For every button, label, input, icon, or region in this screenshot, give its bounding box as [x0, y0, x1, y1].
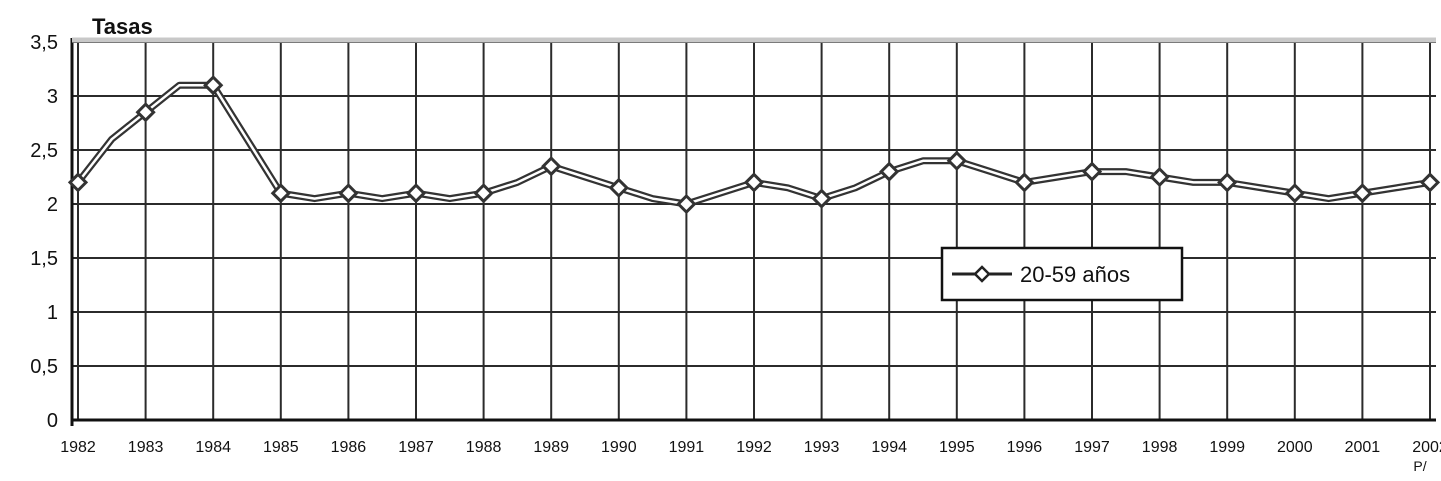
x-tick-label: 1992 — [736, 439, 772, 456]
x-tick-label: 1999 — [1209, 439, 1245, 456]
y-axis-title: Tasas — [92, 14, 153, 39]
data-point — [135, 102, 156, 123]
x-tick-label: 1997 — [1074, 439, 1110, 456]
data-point — [676, 193, 697, 215]
data-point — [473, 183, 494, 204]
data-point — [946, 150, 967, 171]
data-point — [811, 188, 832, 209]
grid — [72, 41, 1436, 421]
data-point — [270, 183, 291, 204]
data-point — [203, 75, 224, 96]
x-tick-label: 1987 — [398, 439, 434, 456]
x-tick-label: 1983 — [128, 439, 164, 456]
data-point — [1081, 161, 1103, 182]
x-tick-label: 1996 — [1007, 439, 1043, 456]
y-tick-label: 0 — [47, 410, 58, 432]
legend-label: 20-59 años — [1020, 262, 1130, 287]
x-tick-label: 1994 — [871, 439, 907, 456]
data-point — [67, 172, 89, 193]
y-tick-label: 1,5 — [30, 248, 58, 270]
x-tick-label: 1991 — [669, 439, 705, 456]
y-tick-label: 3 — [47, 86, 58, 108]
x-tick-label: 1990 — [601, 439, 637, 456]
x-tick-label: 2001 — [1345, 439, 1381, 456]
data-point — [879, 161, 900, 182]
x-tick-label: 1984 — [195, 439, 231, 456]
x-tick-label: 1988 — [466, 439, 502, 456]
x-tick-label: 1982 — [60, 439, 96, 456]
x-tick-label: 1986 — [331, 439, 367, 456]
y-tick-label: 3,5 — [30, 32, 58, 54]
legend: 20-59 años — [940, 246, 1184, 302]
x-tick-label: 1998 — [1142, 439, 1178, 456]
x-tick-label: 1993 — [804, 439, 840, 456]
data-point — [405, 183, 427, 204]
y-tick-label: 2,5 — [30, 140, 58, 162]
legend-marker-diamond-icon — [973, 265, 991, 283]
x-tick-label: 1989 — [533, 439, 569, 456]
data-point — [541, 156, 562, 177]
y-tick-label: 0,5 — [30, 356, 58, 378]
x-tick-label: 1985 — [263, 439, 299, 456]
series-layer — [67, 75, 1441, 215]
y-tick-label: 2 — [47, 194, 58, 216]
axes — [70, 37, 1436, 426]
data-point — [743, 172, 765, 193]
data-point — [1149, 166, 1170, 188]
data-point — [338, 183, 359, 204]
data-point — [1352, 183, 1373, 204]
tick-labels: 0 0,5 1 1,5 2 2,5 3 3,5 1982 1983 1984 1985 1986 1987… — [30, 32, 1441, 456]
data-point — [608, 177, 629, 198]
x-tick-label: 2002 — [1412, 439, 1441, 456]
x-tick-label: 1995 — [939, 439, 975, 456]
x-tick-label: 2000 — [1277, 439, 1313, 456]
footnote: P/ — [1413, 458, 1426, 474]
data-point — [1014, 172, 1035, 193]
data-point — [1284, 183, 1305, 204]
data-point — [1419, 172, 1441, 193]
data-point — [1217, 172, 1238, 193]
y-tick-label: 1 — [47, 302, 58, 324]
